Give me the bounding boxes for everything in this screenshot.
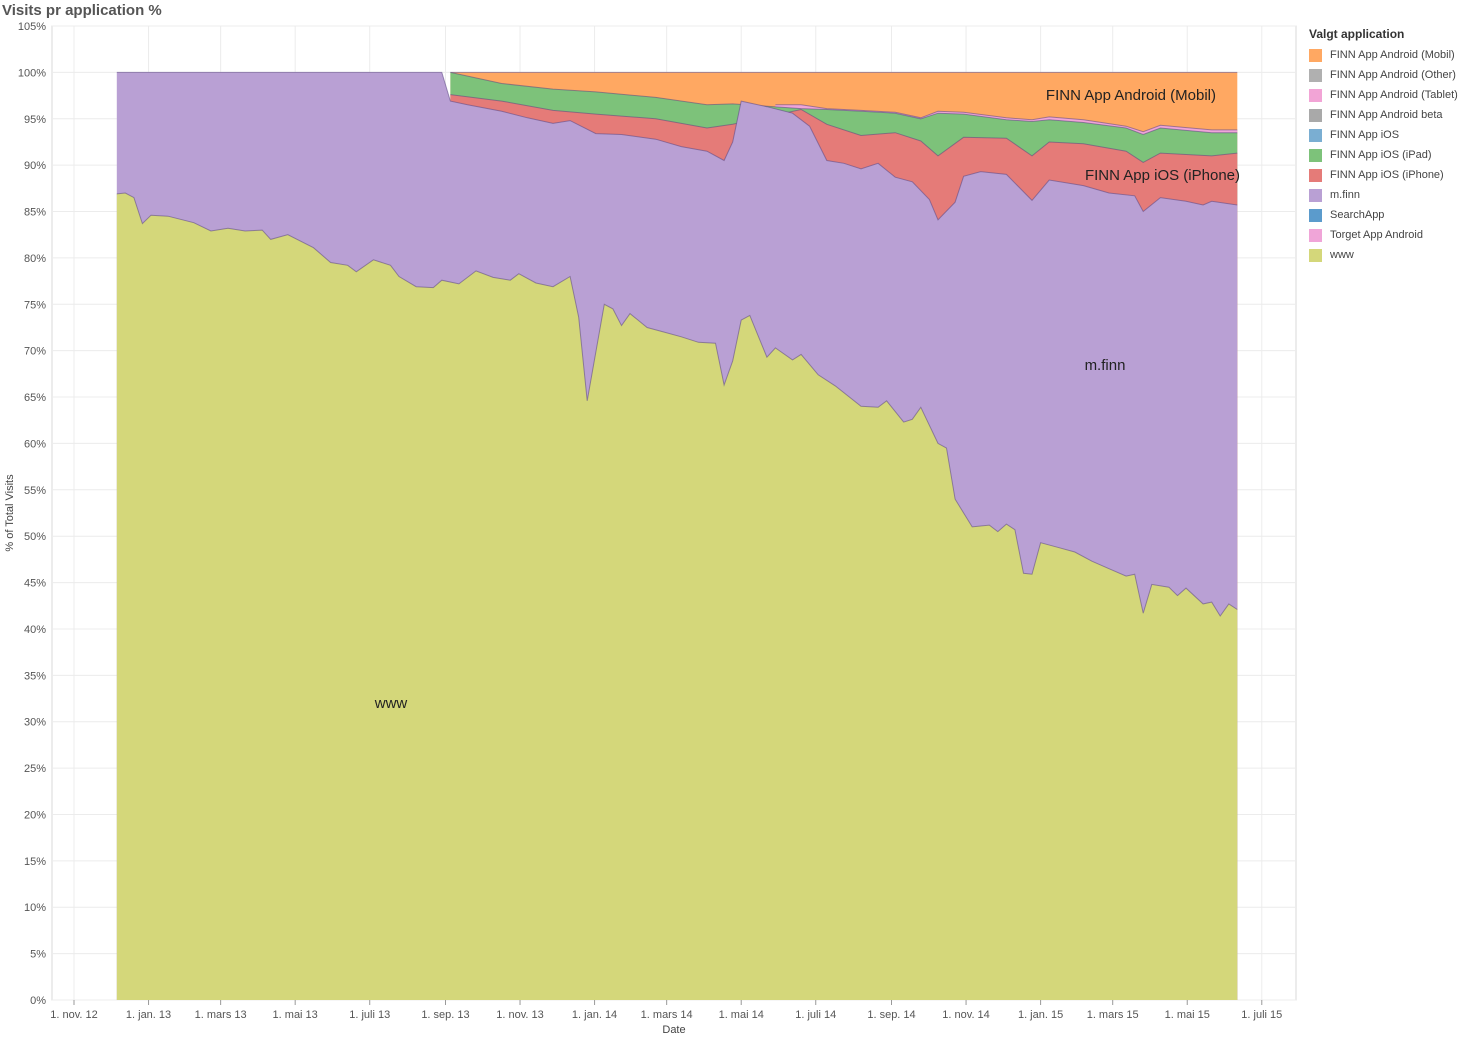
legend-swatch (1309, 108, 1322, 122)
annotations: www m.finn FINN App iOS (iPhone) FINN App A… (374, 87, 1240, 712)
y-tick-label: 45% (24, 578, 46, 590)
y-tick-label: 30% (24, 717, 46, 729)
legend-label: FINN App Android beta (1330, 109, 1443, 121)
x-tick-label: 1. jan. 13 (126, 1009, 171, 1021)
y-tick-label: 50% (24, 531, 46, 543)
y-tick-label: 40% (24, 624, 46, 636)
x-tick-label: 1. nov. 13 (496, 1009, 544, 1021)
x-tick-label: 1. juli 15 (1241, 1009, 1282, 1021)
x-tick-label: 1. jan. 14 (572, 1009, 617, 1021)
y-tick-label: 60% (24, 438, 46, 450)
legend-item-finn-app-android-tablet[interactable]: FINN App Android (Tablet) (1309, 85, 1464, 105)
legend-item-finn-app-android-mobil[interactable]: FINN App Android (Mobil) (1309, 45, 1464, 65)
legend-swatch (1309, 128, 1322, 142)
legend: Valgt application FINN App Android (Mobi… (1309, 27, 1464, 265)
x-tick-label: 1. jan. 15 (1018, 1009, 1063, 1021)
annotation-finn-app-android-mobil: FINN App Android (Mobil) (1046, 87, 1216, 104)
y-tick-label: 15% (24, 856, 46, 868)
legend-label: Torget App Android (1330, 229, 1423, 241)
legend-label: FINN App iOS (iPhone) (1330, 169, 1444, 181)
legend-swatch (1309, 148, 1322, 162)
x-tick-label: 1. mai 15 (1165, 1009, 1210, 1021)
legend-label: FINN App iOS (iPad) (1330, 149, 1432, 161)
y-tick-label: 100% (18, 67, 46, 79)
y-tick-label: 90% (24, 160, 46, 172)
legend-item-finn-app-ios[interactable]: FINN App iOS (1309, 125, 1464, 145)
x-tick-label: 1. sep. 14 (867, 1009, 915, 1021)
x-tick-label: 1. mai 13 (273, 1009, 318, 1021)
y-tick-label: 25% (24, 763, 46, 775)
area-www (116, 193, 1238, 1000)
x-tick-label: 1. mars 13 (195, 1009, 247, 1021)
legend-item-finn-app-android-beta[interactable]: FINN App Android beta (1309, 105, 1464, 125)
legend-swatch (1309, 248, 1322, 262)
area-edge-finn-app-ios-ipad (450, 71, 1238, 136)
area-edge-m-finn (116, 71, 1238, 221)
legend-item-m-finn[interactable]: m.finn (1309, 185, 1464, 205)
annotation-m-finn: m.finn (1085, 357, 1126, 374)
legend-swatch (1309, 168, 1322, 182)
legend-swatch (1309, 88, 1322, 102)
legend-title: Valgt application (1309, 27, 1405, 41)
legend-items: FINN App Android (Mobil) FINN App Android… (1309, 45, 1464, 265)
legend-label: FINN App Android (Mobil) (1330, 49, 1455, 61)
x-tick-label: 1. nov. 12 (50, 1009, 98, 1021)
x-tick-label: 1. sep. 13 (421, 1009, 469, 1021)
legend-label: www (1330, 249, 1354, 261)
y-tick-label: 65% (24, 392, 46, 404)
axes: 0% 5% 10% 15% 20% 25% 30% 35% 40% 45% 50% 55% 60% 65%… (4, 21, 1282, 1036)
legend-item-finn-app-ios-iphone[interactable]: FINN App iOS (iPhone) (1309, 165, 1464, 185)
area-series (116, 71, 1238, 1001)
y-tick-label: 85% (24, 207, 46, 219)
x-tick-label: 1. mars 14 (641, 1009, 693, 1021)
y-tick-label: 70% (24, 346, 46, 358)
annotation-finn-app-ios-iphone: FINN App iOS (iPhone) (1085, 167, 1240, 184)
y-tick-label: 75% (24, 299, 46, 311)
legend-label: FINN App iOS (1330, 129, 1400, 141)
legend-label: FINN App Android (Other) (1330, 69, 1456, 81)
y-tick-label: 0% (30, 995, 46, 1007)
legend-swatch (1309, 228, 1322, 242)
legend-item-finn-app-android-other[interactable]: FINN App Android (Other) (1309, 65, 1464, 85)
legend-swatch (1309, 68, 1322, 82)
x-axis-title: Date (662, 1024, 685, 1036)
area-edge-torget-app-android (775, 104, 1238, 133)
legend-label: FINN App Android (Tablet) (1330, 89, 1458, 101)
legend-item-finn-app-ios-ipad[interactable]: FINN App iOS (iPad) (1309, 145, 1464, 165)
chart-title: Visits pr application % (2, 2, 162, 19)
y-tick-label: 80% (24, 253, 46, 265)
y-tick-label: 55% (24, 485, 46, 497)
legend-item-torget-app-android[interactable]: Torget App Android (1309, 225, 1464, 245)
legend-label: SearchApp (1330, 209, 1385, 221)
area-edge-www (116, 192, 1238, 617)
legend-item-www[interactable]: www (1309, 245, 1464, 265)
x-tick-label: 1. mai 14 (719, 1009, 764, 1021)
legend-item-searchapp[interactable]: SearchApp (1309, 205, 1464, 225)
legend-swatch (1309, 188, 1322, 202)
y-tick-label: 95% (24, 114, 46, 126)
x-tick-label: 1. juli 13 (349, 1009, 390, 1021)
x-tick-label: 1. mars 15 (1087, 1009, 1139, 1021)
y-tick-label: 35% (24, 670, 46, 682)
y-tick-label: 10% (24, 902, 46, 914)
legend-swatch (1309, 48, 1322, 62)
legend-label: m.finn (1330, 189, 1360, 201)
area-edge-finn-app-ios-iphone (450, 94, 1238, 163)
y-tick-label: 20% (24, 809, 46, 821)
annotation-www: www (374, 695, 408, 712)
y-tick-label: 5% (30, 949, 46, 961)
x-tick-label: 1. nov. 14 (942, 1009, 990, 1021)
y-tick-label: 105% (18, 21, 46, 33)
legend-swatch (1309, 208, 1322, 222)
y-axis-title: % of Total Visits (4, 474, 16, 552)
x-tick-label: 1. juli 14 (795, 1009, 836, 1021)
